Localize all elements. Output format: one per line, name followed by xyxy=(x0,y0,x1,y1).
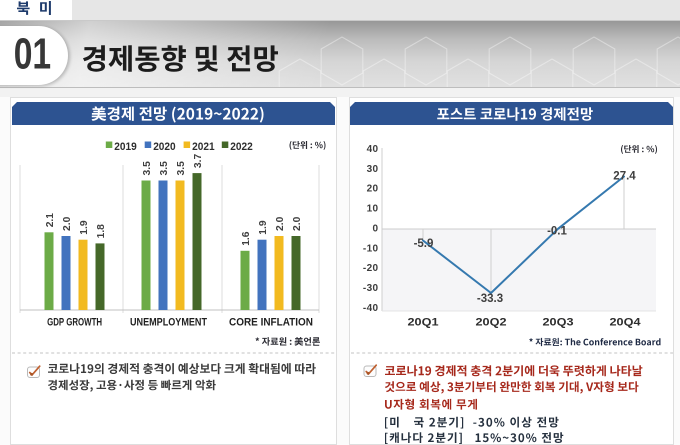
svg-text:30: 30 xyxy=(367,164,379,175)
svg-text:20Q4: 20Q4 xyxy=(610,317,642,329)
svg-text:40: 40 xyxy=(367,144,379,155)
svg-text:10: 10 xyxy=(367,204,379,215)
svg-text:2020: 2020 xyxy=(153,141,176,153)
svg-text:UNEMPLOYMENT: UNEMPLOYMENT xyxy=(130,317,207,329)
svg-text:20Q2: 20Q2 xyxy=(476,317,507,329)
svg-text:2.0: 2.0 xyxy=(292,216,303,231)
svg-text:CORE INFLATION: CORE INFLATION xyxy=(229,317,313,329)
svg-text:01: 01 xyxy=(14,30,51,78)
svg-text:GDP GROWTH: GDP GROWTH xyxy=(47,317,102,329)
svg-text:20: 20 xyxy=(367,184,379,195)
svg-text:20Q3: 20Q3 xyxy=(543,317,574,329)
svg-text:3.5: 3.5 xyxy=(159,161,170,176)
svg-text:1.6: 1.6 xyxy=(241,231,252,246)
svg-text:3.5: 3.5 xyxy=(176,161,187,176)
svg-text:-30: -30 xyxy=(363,283,379,294)
svg-text:1.8: 1.8 xyxy=(96,224,107,239)
svg-text:-5.9: -5.9 xyxy=(414,238,434,250)
svg-text:2.0: 2.0 xyxy=(275,216,286,231)
svg-text:3.5: 3.5 xyxy=(142,161,153,176)
svg-text:2.0: 2.0 xyxy=(62,216,73,231)
svg-text:2021: 2021 xyxy=(192,141,215,153)
svg-text:-20: -20 xyxy=(363,263,379,274)
svg-text:-10: -10 xyxy=(363,243,379,254)
svg-text:-40: -40 xyxy=(363,303,379,314)
svg-text:-33.3: -33.3 xyxy=(477,293,503,305)
svg-text:2019: 2019 xyxy=(114,141,137,153)
svg-text:2.1: 2.1 xyxy=(45,213,56,228)
svg-text:2022: 2022 xyxy=(230,141,253,153)
svg-text:1.9: 1.9 xyxy=(258,220,269,235)
svg-text:-0.1: -0.1 xyxy=(547,226,567,238)
svg-text:3.7: 3.7 xyxy=(193,154,204,169)
svg-text:20Q1: 20Q1 xyxy=(408,317,439,329)
svg-text:0: 0 xyxy=(373,223,379,234)
svg-text:27.4: 27.4 xyxy=(613,171,636,183)
svg-text:1.9: 1.9 xyxy=(79,220,90,235)
